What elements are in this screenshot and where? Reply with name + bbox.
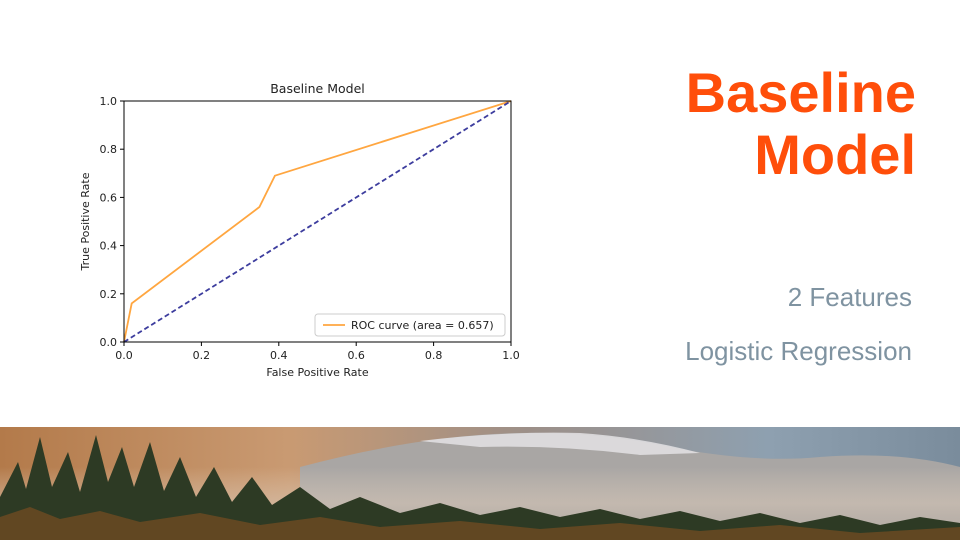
chart-title: Baseline Model xyxy=(270,81,365,96)
roc-curve-line xyxy=(123,100,512,343)
x-tick-label: 0.0 xyxy=(115,349,133,362)
subtitle-features: 2 Features xyxy=(787,282,912,312)
forest-banner-image xyxy=(0,427,960,540)
x-tick-label: 0.2 xyxy=(193,349,211,362)
x-tick-label: 1.0 xyxy=(502,349,520,362)
y-axis-label: True Positive Rate xyxy=(79,172,92,271)
y-tick-label: 0.2 xyxy=(100,288,118,301)
x-tick-label: 0.4 xyxy=(270,349,288,362)
legend-box xyxy=(314,313,506,337)
x-tick-label: 0.8 xyxy=(425,349,443,362)
y-tick-label: 0.6 xyxy=(100,191,118,204)
slide-title-line1: Baseline xyxy=(685,61,916,124)
x-tick-label: 0.6 xyxy=(347,349,365,362)
banner-foreground-trees xyxy=(0,507,960,540)
y-tick-label: 1.0 xyxy=(100,95,118,108)
y-tick-label: 0.8 xyxy=(100,143,118,156)
plot-frame xyxy=(123,100,512,343)
banner-treeline xyxy=(0,435,960,540)
banner-snow xyxy=(420,432,700,455)
slide-title: Baseline Model xyxy=(586,62,916,186)
y-tick-label: 0.4 xyxy=(100,240,118,253)
roc-chart-svg: Baseline Model 0.0 0.2 0.4 0.6 0.8 1.0 0.0 0.2 0.… xyxy=(79,81,520,379)
chance-diagonal-line xyxy=(123,100,512,343)
x-axis-label: False Positive Rate xyxy=(266,366,368,379)
slide-title-line2: Model xyxy=(754,123,916,186)
y-tick-label: 0.0 xyxy=(100,336,118,349)
roc-chart: Baseline Model 0.0 0.2 0.4 0.6 0.8 1.0 0.0 0.2 0.… xyxy=(70,62,530,384)
legend-label: ROC curve (area = 0.657) xyxy=(351,319,494,332)
subtitle-method: Logistic Regression xyxy=(685,336,912,366)
